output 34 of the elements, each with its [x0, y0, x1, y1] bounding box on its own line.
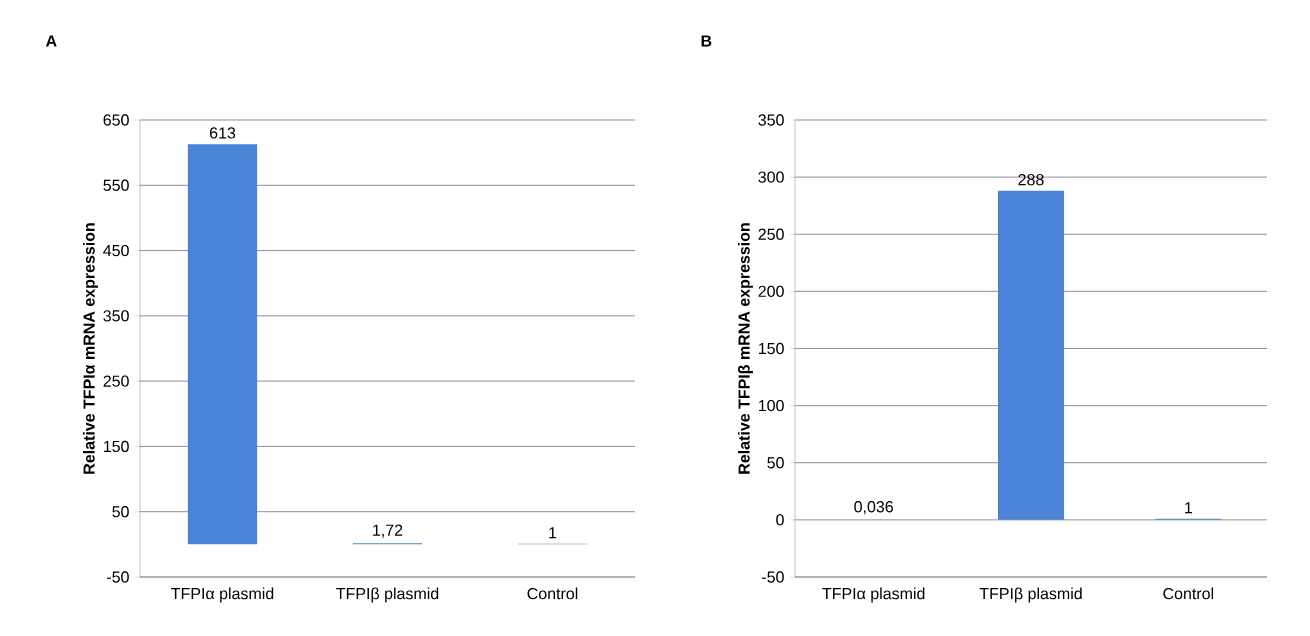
y-tick-label: 100	[759, 399, 784, 412]
data-label: 1	[549, 527, 557, 539]
data-label: 1	[1185, 502, 1192, 514]
y-tick-label: 250	[758, 228, 784, 240]
y-axis-title: Relative TFPIβ mRNA expression	[738, 223, 753, 474]
y-tick-label: 250	[103, 375, 129, 387]
y-tick-label: 300	[758, 171, 784, 183]
y-tick-label: 350	[758, 114, 784, 126]
y-tick-label: 200	[758, 285, 784, 298]
y-tick-label: 0	[776, 514, 784, 526]
y-tick-label: 50	[767, 457, 784, 469]
x-tick-label: Control	[527, 587, 578, 600]
y-axis-title: Relative TFPIα mRNA expression	[83, 223, 98, 474]
x-tick-label: TFPIβ plasmid	[979, 587, 1082, 603]
y-tick-label: 150	[759, 342, 784, 355]
data-label: 288	[1018, 173, 1044, 186]
data-label: 1,72	[373, 524, 403, 538]
y-tick-label: 150	[104, 440, 129, 453]
y-tick-label: 650	[103, 114, 129, 126]
y-tick-label: 50	[112, 506, 129, 518]
y-tick-label: 550	[103, 179, 129, 191]
chart-title: A	[45, 35, 57, 47]
y-tick-label: 450	[103, 244, 129, 257]
chart-title: B	[701, 35, 712, 47]
y-tick-label: -50	[107, 571, 129, 583]
y-tick-label: -50	[762, 571, 784, 583]
x-tick-label: TFPIβ plasmid	[336, 587, 439, 603]
y-tick-label: 350	[103, 310, 129, 322]
x-tick-label: TFPIα plasmid	[171, 587, 274, 603]
bar	[187, 144, 258, 545]
data-label: 613	[209, 127, 236, 139]
x-tick-label: TFPIα plasmid	[822, 587, 925, 603]
data-label: 0,036	[854, 501, 893, 515]
x-tick-label: Control	[1163, 587, 1214, 600]
